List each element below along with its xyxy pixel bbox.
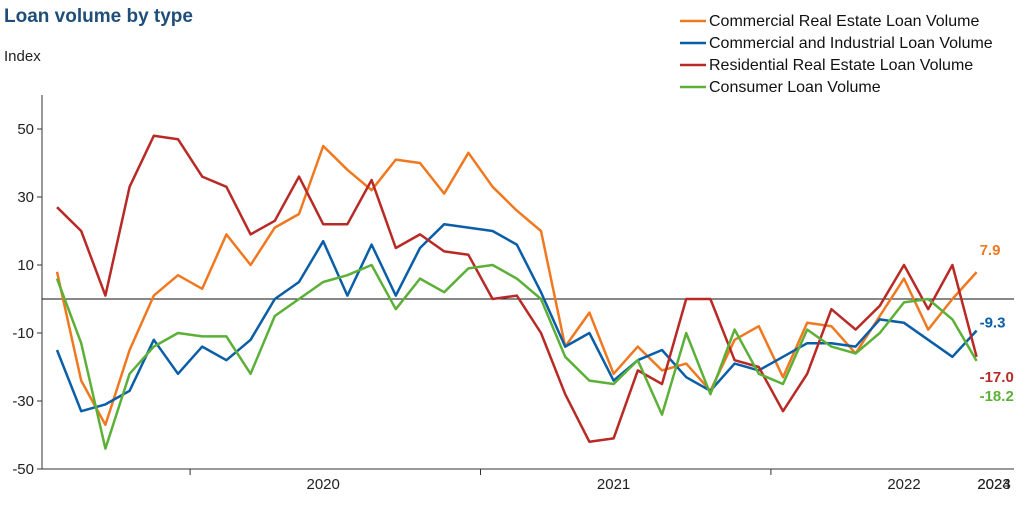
legend-label: Residential Real Estate Loan Volume xyxy=(709,57,973,74)
y-tick-label: 30 xyxy=(17,189,34,206)
y-tick-label: 50 xyxy=(17,121,34,138)
x-tick-label: 2023 xyxy=(977,476,1010,493)
series-line-1 xyxy=(55,144,978,427)
legend-label: Commercial and Industrial Loan Volume xyxy=(709,35,993,52)
end-value-label: -17.0 xyxy=(980,369,1014,386)
series-line-4 xyxy=(55,263,978,450)
y-tick-label: -30 xyxy=(12,393,34,410)
chart-title: Loan volume by type xyxy=(4,6,193,27)
end-value-label: -9.3 xyxy=(980,315,1006,332)
legend-label: Consumer Loan Volume xyxy=(709,79,881,96)
end-value-label: -18.2 xyxy=(980,388,1014,405)
y-tick-label: -50 xyxy=(12,461,34,478)
x-tick-label: 2024 xyxy=(977,476,1010,493)
y-axis-label: Index xyxy=(4,48,41,65)
y-tick-label: -10 xyxy=(12,325,34,342)
series-line-3 xyxy=(56,134,978,444)
y-tick-label: 10 xyxy=(17,257,34,274)
end-value-label: 7.9 xyxy=(980,242,1001,259)
series-line-2 xyxy=(55,222,978,413)
legend-label: Commercial Real Estate Loan Volume xyxy=(709,13,979,30)
x-tick-label: 2022 xyxy=(887,476,920,493)
x-tick-label: 2021 xyxy=(597,476,630,493)
x-tick-label: 2020 xyxy=(307,476,340,493)
